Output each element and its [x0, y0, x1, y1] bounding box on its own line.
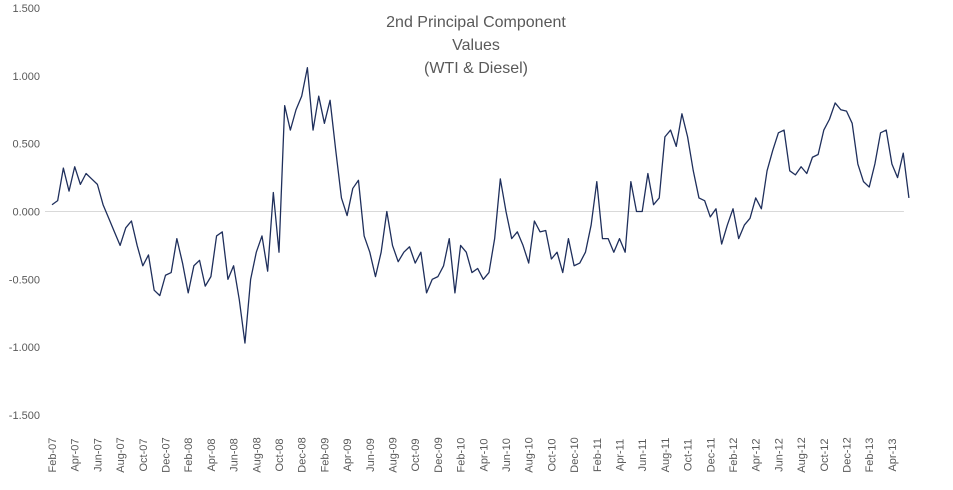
- x-tick-label: Oct-07: [138, 438, 150, 471]
- x-tick-label: Oct-10: [546, 438, 558, 471]
- y-tick-label: 1.500: [12, 3, 40, 15]
- x-tick-label: Dec-12: [842, 437, 854, 472]
- x-tick-label: Apr-13: [887, 438, 899, 471]
- chart-title: 2nd Principal Component: [386, 14, 566, 31]
- x-tick-label: Apr-07: [70, 438, 82, 471]
- chart-title: Values: [452, 37, 500, 54]
- x-tick-label: Oct-11: [683, 439, 695, 471]
- x-tick-label: Apr-09: [342, 438, 354, 471]
- x-tick-label: Oct-12: [819, 438, 831, 471]
- x-tick-label: Aug-11: [660, 438, 672, 473]
- y-tick-label: -1.500: [9, 410, 40, 422]
- x-tick-label: Dec-10: [569, 437, 581, 472]
- x-tick-label: Jun-09: [365, 438, 377, 472]
- x-tick-label: Jun-10: [501, 438, 513, 472]
- x-tick-label: Dec-11: [705, 438, 717, 473]
- x-tick-label: Feb-11: [592, 438, 604, 472]
- x-tick-label: Dec-07: [161, 437, 173, 472]
- y-tick-label: 1.000: [12, 71, 40, 83]
- x-tick-label: Feb-13: [864, 438, 876, 473]
- y-tick-label: -0.500: [9, 274, 40, 286]
- x-tick-label: Aug-12: [796, 437, 808, 472]
- x-tick-label: Aug-07: [115, 437, 127, 472]
- y-tick-label: -1.000: [9, 342, 40, 354]
- x-tick-label: Jun-07: [92, 438, 104, 472]
- x-tick-label: Dec-09: [433, 437, 445, 472]
- x-tick-label: Dec-08: [297, 437, 309, 472]
- y-tick-label: 0.500: [12, 139, 40, 151]
- x-tick-label: Aug-08: [251, 437, 263, 472]
- x-tick-label: Feb-08: [183, 438, 195, 473]
- x-tick-label: Apr-10: [478, 438, 490, 471]
- x-tick-label: Feb-09: [319, 438, 331, 473]
- x-tick-label: Feb-07: [47, 438, 59, 473]
- x-tick-label: Aug-10: [524, 437, 536, 472]
- x-tick-label: Feb-10: [456, 438, 468, 473]
- x-tick-label: Jun-08: [229, 438, 241, 472]
- x-tick-label: Oct-08: [274, 438, 286, 471]
- data-line: [51, 67, 910, 344]
- x-tick-label: Apr-08: [206, 438, 218, 471]
- y-tick-label: 0.000: [12, 207, 40, 219]
- chart-title: (WTI & Diesel): [424, 60, 528, 77]
- x-tick-label: Jun-11: [637, 439, 649, 472]
- x-tick-label: Oct-09: [410, 438, 422, 471]
- x-tick-label: Apr-11: [615, 439, 627, 471]
- x-tick-label: Apr-12: [751, 438, 763, 471]
- x-tick-label: Feb-12: [728, 438, 740, 473]
- x-tick-label: Jun-12: [773, 438, 785, 472]
- x-tick-label: Aug-09: [388, 437, 400, 472]
